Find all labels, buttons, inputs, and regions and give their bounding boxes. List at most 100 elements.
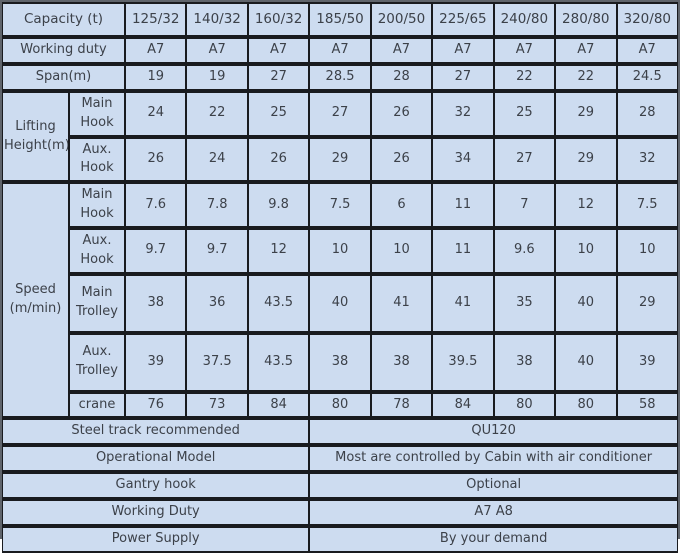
value-cell: 38 xyxy=(370,332,433,392)
value-cell: 27 xyxy=(247,64,310,91)
value-cell: 22 xyxy=(555,64,617,91)
value-cell: 26 xyxy=(370,136,433,183)
capacity-value-cell: 240/80 xyxy=(493,2,556,37)
value-cell: A7 xyxy=(432,37,494,64)
value-cell: 25 xyxy=(247,90,310,137)
value-cell: 78 xyxy=(370,391,433,419)
value-cell: A7 xyxy=(370,37,433,64)
value-cell: 38 xyxy=(493,332,556,392)
capacity-value-cell: 320/80 xyxy=(616,2,678,37)
value-cell: 29 xyxy=(616,273,678,333)
value-cell: 28.5 xyxy=(309,64,371,91)
footer-label-cell: Power Supply xyxy=(2,525,310,553)
value-cell: 11 xyxy=(432,227,494,274)
value-cell: 24 xyxy=(125,90,187,137)
footer-label-cell: Steel track recommended xyxy=(2,418,310,446)
value-cell: 38 xyxy=(125,273,187,333)
sub-label-cell: Main Trolley xyxy=(69,273,125,333)
value-cell: 9.8 xyxy=(247,182,310,228)
capacity-value-cell: 125/32 xyxy=(125,2,187,37)
value-cell: 22 xyxy=(186,90,248,137)
value-cell: 26 xyxy=(247,136,310,183)
footer-value-cell: Most are controlled by Cabin with air co… xyxy=(309,445,678,473)
value-cell: 29 xyxy=(309,136,371,183)
footer-label-cell: Gantry hook xyxy=(2,472,310,499)
value-cell: 58 xyxy=(616,391,678,419)
footer-value-cell: By your demand xyxy=(309,525,678,553)
capacity-value-cell: 280/80 xyxy=(555,2,617,37)
value-cell: A7 xyxy=(309,37,371,64)
value-cell: 9.7 xyxy=(125,227,187,274)
value-cell: 7.5 xyxy=(616,182,678,228)
sub-label-cell: Aux. Trolley xyxy=(69,332,125,392)
value-cell: A7 xyxy=(247,37,310,64)
value-cell: 40 xyxy=(555,273,617,333)
value-cell: 37.5 xyxy=(186,332,248,392)
value-cell: 39 xyxy=(616,332,678,392)
value-cell: 39.5 xyxy=(432,332,494,392)
capacity-value-cell: 200/50 xyxy=(370,2,433,37)
footer-value-cell: Optional xyxy=(309,472,678,499)
value-cell: 80 xyxy=(309,391,371,419)
value-cell: 34 xyxy=(432,136,494,183)
value-cell: 43.5 xyxy=(247,273,310,333)
value-cell: 9.7 xyxy=(186,227,248,274)
value-cell: A7 xyxy=(555,37,617,64)
value-cell: 73 xyxy=(186,391,248,419)
value-cell: 7.6 xyxy=(125,182,187,228)
capacity-value-cell: 225/65 xyxy=(432,2,494,37)
value-cell: 6 xyxy=(370,182,433,228)
value-cell: 40 xyxy=(309,273,371,333)
value-cell: 24.5 xyxy=(616,64,678,91)
value-cell: 7.5 xyxy=(309,182,371,228)
value-cell: A7 xyxy=(186,37,248,64)
value-cell: 10 xyxy=(555,227,617,274)
value-cell: 25 xyxy=(493,90,556,137)
value-cell: 32 xyxy=(616,136,678,183)
value-cell: A7 xyxy=(616,37,678,64)
value-cell: 12 xyxy=(247,227,310,274)
value-cell: 9.6 xyxy=(493,227,556,274)
capacity-value-cell: 160/32 xyxy=(247,2,310,37)
value-cell: 26 xyxy=(370,90,433,137)
capacity-value-cell: 185/50 xyxy=(309,2,371,37)
sub-label-cell: Aux. Hook xyxy=(69,136,125,183)
value-cell: 27 xyxy=(432,64,494,91)
footer-value-cell: QU120 xyxy=(309,418,678,446)
group-label-cell: Lifting Height(m) xyxy=(2,90,69,183)
value-cell: 12 xyxy=(555,182,617,228)
value-cell: 27 xyxy=(493,136,556,183)
value-cell: 76 xyxy=(125,391,187,419)
value-cell: 29 xyxy=(555,90,617,137)
value-cell: A7 xyxy=(125,37,187,64)
value-cell: 28 xyxy=(370,64,433,91)
footer-value-cell: A7 A8 xyxy=(309,498,678,526)
value-cell: 32 xyxy=(432,90,494,137)
value-cell: 41 xyxy=(370,273,433,333)
value-cell: 22 xyxy=(493,64,556,91)
value-cell: 38 xyxy=(309,332,371,392)
value-cell: 10 xyxy=(616,227,678,274)
value-cell: 27 xyxy=(309,90,371,137)
value-cell: 36 xyxy=(186,273,248,333)
value-cell: 84 xyxy=(432,391,494,419)
capacity-header-cell: Capacity (t) xyxy=(2,2,125,37)
sub-label-cell: crane xyxy=(69,391,125,419)
value-cell: 19 xyxy=(186,64,248,91)
value-cell: 26 xyxy=(125,136,187,183)
row-label-cell: Span(m) xyxy=(2,64,125,91)
row-label-cell: Working duty xyxy=(2,37,125,64)
value-cell: 80 xyxy=(493,391,556,419)
value-cell: 35 xyxy=(493,273,556,333)
value-cell: 80 xyxy=(555,391,617,419)
value-cell: A7 xyxy=(493,37,556,64)
value-cell: 19 xyxy=(125,64,187,91)
value-cell: 11 xyxy=(432,182,494,228)
capacity-value-cell: 140/32 xyxy=(186,2,248,37)
sub-label-cell: Aux. Hook xyxy=(69,227,125,274)
sub-label-cell: Main Hook xyxy=(69,90,125,137)
value-cell: 7 xyxy=(493,182,556,228)
value-cell: 43.5 xyxy=(247,332,310,392)
